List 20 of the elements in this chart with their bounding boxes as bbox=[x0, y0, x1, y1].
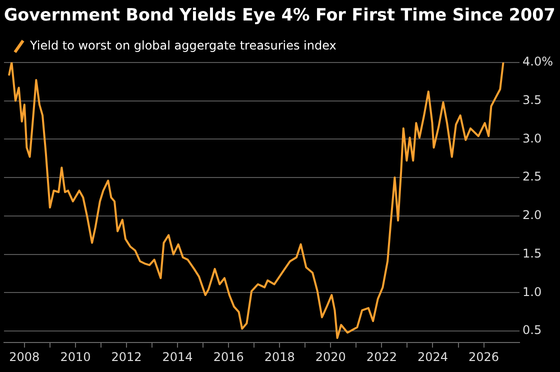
y-tick-label: 1.0 bbox=[522, 284, 542, 299]
x-tick-label: 2016 bbox=[213, 350, 244, 364]
x-tick-label: 2026 bbox=[468, 350, 500, 364]
y-tick-label: 4.0% bbox=[522, 54, 554, 69]
x-tick-label: 2012 bbox=[111, 350, 142, 364]
chart-title: Government Bond Yields Eye 4% For First Time Since 2007 bbox=[4, 4, 556, 25]
y-tick-label: 1.5 bbox=[522, 246, 542, 260]
y-tick-label: 2.0 bbox=[522, 208, 542, 222]
y-tick-label: 2.5 bbox=[522, 170, 542, 184]
x-tick-label: 2008 bbox=[9, 350, 40, 364]
x-tick-label: 2020 bbox=[315, 350, 346, 364]
x-tick-label: 2018 bbox=[264, 350, 295, 364]
x-tick-label: 2024 bbox=[417, 350, 448, 364]
legend-label: Yield to worst on global aggergate treasuries index bbox=[29, 38, 336, 53]
x-tick-label: 2010 bbox=[60, 350, 91, 364]
y-tick-label: 3.0 bbox=[522, 131, 542, 146]
y-tick-label: 0.5 bbox=[522, 323, 542, 338]
y-tick-label: 3.5 bbox=[522, 92, 542, 107]
x-tick-label: 2014 bbox=[162, 350, 193, 364]
x-tick-label: 2022 bbox=[366, 350, 397, 364]
